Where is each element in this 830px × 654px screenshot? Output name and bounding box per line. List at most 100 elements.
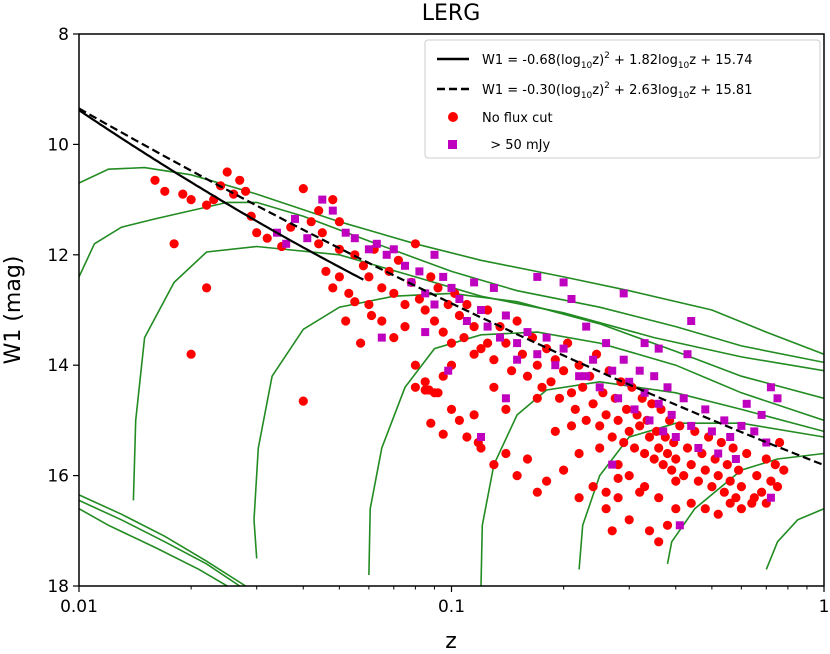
point-gt-50mjy-58	[714, 449, 723, 458]
point-no-flux-cut-136	[410, 360, 420, 370]
point-no-flux-cut-197	[671, 476, 681, 486]
point-no-flux-cut-194	[624, 471, 634, 481]
point-no-flux-cut-91	[644, 432, 655, 442]
point-no-flux-cut-20	[328, 195, 338, 205]
point-no-flux-cut-190	[566, 421, 577, 431]
point-no-flux-cut-105	[679, 471, 689, 481]
point-no-flux-cut-116	[716, 437, 726, 448]
point-gt-50mjy-68	[773, 394, 782, 403]
point-no-flux-cut-16	[298, 184, 308, 194]
point-no-flux-cut-29	[389, 288, 399, 298]
point-no-flux-cut-155	[613, 493, 623, 503]
point-no-flux-cut-182	[438, 429, 448, 439]
point-no-flux-cut-173	[334, 272, 344, 282]
point-gt-50mjy-41	[619, 355, 628, 364]
legend-entry-no-flux-cut: No flux cut	[482, 111, 553, 126]
point-gt-50mjy-77	[640, 339, 649, 348]
point-no-flux-cut-195	[640, 482, 650, 492]
point-no-flux-cut-203	[749, 493, 759, 503]
point-no-flux-cut-25	[364, 272, 374, 282]
point-gt-50mjy-86	[421, 328, 430, 337]
point-no-flux-cut-147	[512, 471, 522, 481]
point-no-flux-cut-188	[532, 393, 542, 403]
point-gt-50mjy-70	[766, 493, 775, 502]
point-gt-50mjy-13	[407, 278, 416, 287]
point-no-flux-cut-0	[150, 175, 160, 185]
point-no-flux-cut-30	[393, 255, 403, 265]
point-gt-50mjy-75	[683, 350, 692, 359]
point-no-flux-cut-9	[235, 175, 245, 185]
point-no-flux-cut-163	[202, 283, 212, 293]
point-no-flux-cut-49	[489, 355, 499, 365]
point-no-flux-cut-152	[574, 493, 584, 503]
point-no-flux-cut-132	[779, 465, 789, 475]
point-no-flux-cut-13	[262, 233, 272, 243]
point-no-flux-cut-198	[686, 498, 696, 508]
point-gt-50mjy-26	[501, 311, 510, 320]
contour-line-9	[79, 494, 247, 586]
point-gt-50mjy-43	[630, 405, 639, 414]
point-gt-50mjy-4	[318, 195, 327, 204]
point-no-flux-cut-4	[202, 200, 212, 210]
point-no-flux-cut-135	[400, 322, 410, 332]
point-no-flux-cut-109	[693, 476, 704, 486]
point-no-flux-cut-168	[356, 338, 366, 348]
point-no-flux-cut-146	[501, 448, 511, 459]
legend-entry-solid-fit: W1 = -0.68(log10z)2 + 1.82log10z + 15.74	[482, 51, 752, 71]
point-no-flux-cut-111	[700, 465, 710, 475]
point-no-flux-cut-7	[222, 167, 232, 177]
point-gt-50mjy-67	[766, 383, 775, 392]
point-no-flux-cut-73	[595, 421, 605, 431]
point-gt-50mjy-42	[625, 377, 634, 386]
point-gt-50mjy-32	[559, 344, 568, 353]
point-gt-50mjy-34	[575, 372, 584, 381]
point-no-flux-cut-40	[443, 299, 453, 310]
point-no-flux-cut-140	[446, 404, 457, 414]
point-no-flux-cut-12	[252, 228, 262, 238]
legend-square-marker-swatch	[448, 140, 457, 149]
point-no-flux-cut-199	[700, 504, 710, 514]
point-no-flux-cut-171	[350, 297, 360, 307]
point-no-flux-cut-81	[619, 437, 629, 448]
point-no-flux-cut-170	[366, 310, 377, 321]
point-no-flux-cut-47	[476, 344, 486, 354]
point-no-flux-cut-127	[757, 487, 767, 497]
point-no-flux-cut-17	[306, 217, 316, 227]
point-no-flux-cut-201	[725, 498, 735, 508]
point-gt-50mjy-80	[582, 372, 591, 381]
point-gt-50mjy-21	[470, 278, 479, 287]
point-no-flux-cut-172	[344, 288, 354, 298]
point-gt-50mjy-46	[645, 416, 654, 425]
point-no-flux-cut-106	[682, 443, 693, 453]
point-gt-50mjy-44	[635, 366, 644, 375]
point-no-flux-cut-44	[459, 333, 469, 343]
point-gt-50mjy-31	[551, 361, 560, 370]
y-tick-label: 12	[47, 246, 69, 266]
point-gt-50mjy-9	[372, 239, 381, 248]
point-gt-50mjy-24	[489, 283, 498, 292]
point-no-flux-cut-142	[462, 432, 472, 442]
point-no-flux-cut-65	[566, 388, 577, 398]
point-gt-50mjy-17	[439, 272, 448, 281]
point-no-flux-cut-174	[328, 283, 338, 293]
point-no-flux-cut-196	[654, 493, 664, 503]
point-gt-50mjy-5	[328, 206, 337, 215]
point-no-flux-cut-66	[570, 404, 580, 414]
point-gt-50mjy-54	[687, 421, 696, 430]
point-gt-50mjy-71	[608, 460, 617, 469]
point-no-flux-cut-148	[522, 454, 533, 464]
point-no-flux-cut-19	[317, 228, 327, 238]
point-no-flux-cut-153	[588, 482, 598, 492]
point-gt-50mjy-55	[694, 444, 703, 452]
point-no-flux-cut-3	[186, 195, 196, 205]
point-no-flux-cut-45	[462, 299, 472, 310]
y-axis-label: W1 (mag)	[1, 256, 26, 365]
point-no-flux-cut-179	[433, 388, 443, 398]
point-no-flux-cut-186	[489, 382, 499, 392]
point-gt-50mjy-82	[513, 355, 522, 364]
point-no-flux-cut-169	[364, 299, 374, 310]
point-no-flux-cut-71	[588, 399, 598, 409]
point-no-flux-cut-107	[686, 460, 696, 470]
